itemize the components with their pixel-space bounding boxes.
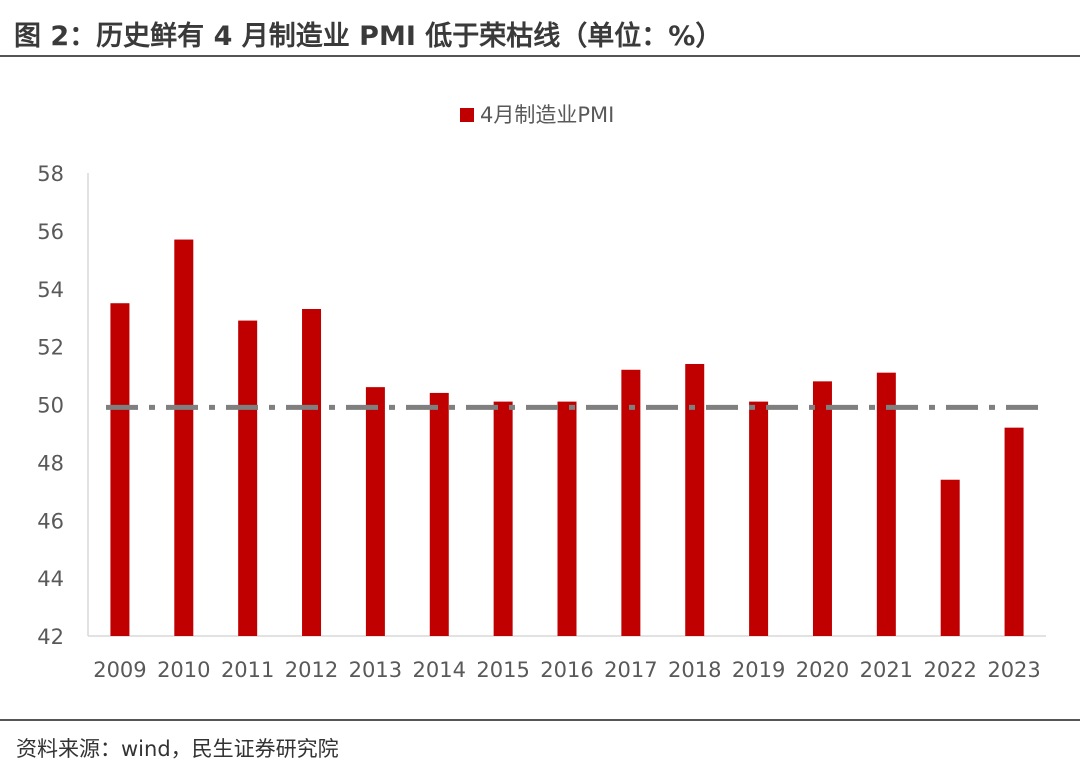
x-tick-label: 2018 [668,658,721,682]
bar [110,303,130,636]
x-tick-label: 2022 [923,658,976,682]
x-tick-label: 2017 [604,658,657,682]
bar [238,320,258,636]
x-tick-label: 2013 [349,658,402,682]
y-tick-label: 46 [37,509,64,533]
legend-label: 4月制造业PMI [480,103,614,127]
x-tick-label: 2014 [413,658,466,682]
bar [365,387,385,636]
x-tick-label: 2019 [732,658,785,682]
source-note: 资料来源：wind，民生证券研究院 [16,737,339,761]
x-tick-label: 2023 [987,658,1040,682]
x-tick-label: 2020 [796,658,849,682]
y-tick-label: 58 [37,162,64,186]
y-tick-label: 44 [37,567,64,591]
x-tick-label: 2011 [221,658,274,682]
bar [812,381,832,636]
x-tick-label: 2010 [157,658,210,682]
y-tick-label: 42 [37,625,64,649]
legend-swatch [460,108,474,122]
y-tick-label: 54 [37,278,64,302]
bar [429,392,449,636]
x-tick-label: 2016 [540,658,593,682]
figure-title: 图 2：历史鲜有 4 月制造业 PMI 低于荣枯线（单位：%） [14,21,723,52]
x-tick-label: 2009 [93,658,146,682]
title-divider [0,55,1080,57]
bar [557,401,577,636]
y-tick-label: 56 [37,220,64,244]
bar [174,239,194,636]
bar [685,363,705,636]
bar [1004,427,1024,636]
bar [621,369,641,636]
y-tick-label: 50 [37,394,64,418]
x-tick-label: 2021 [860,658,913,682]
bar [493,401,513,636]
y-tick-label: 52 [37,336,64,360]
bar [876,372,896,636]
x-tick-label: 2012 [285,658,338,682]
bar [302,309,322,636]
bar [940,479,960,636]
x-tick-label: 2015 [476,658,529,682]
source-divider [0,719,1080,721]
y-tick-label: 48 [37,451,64,475]
bar [749,401,769,636]
